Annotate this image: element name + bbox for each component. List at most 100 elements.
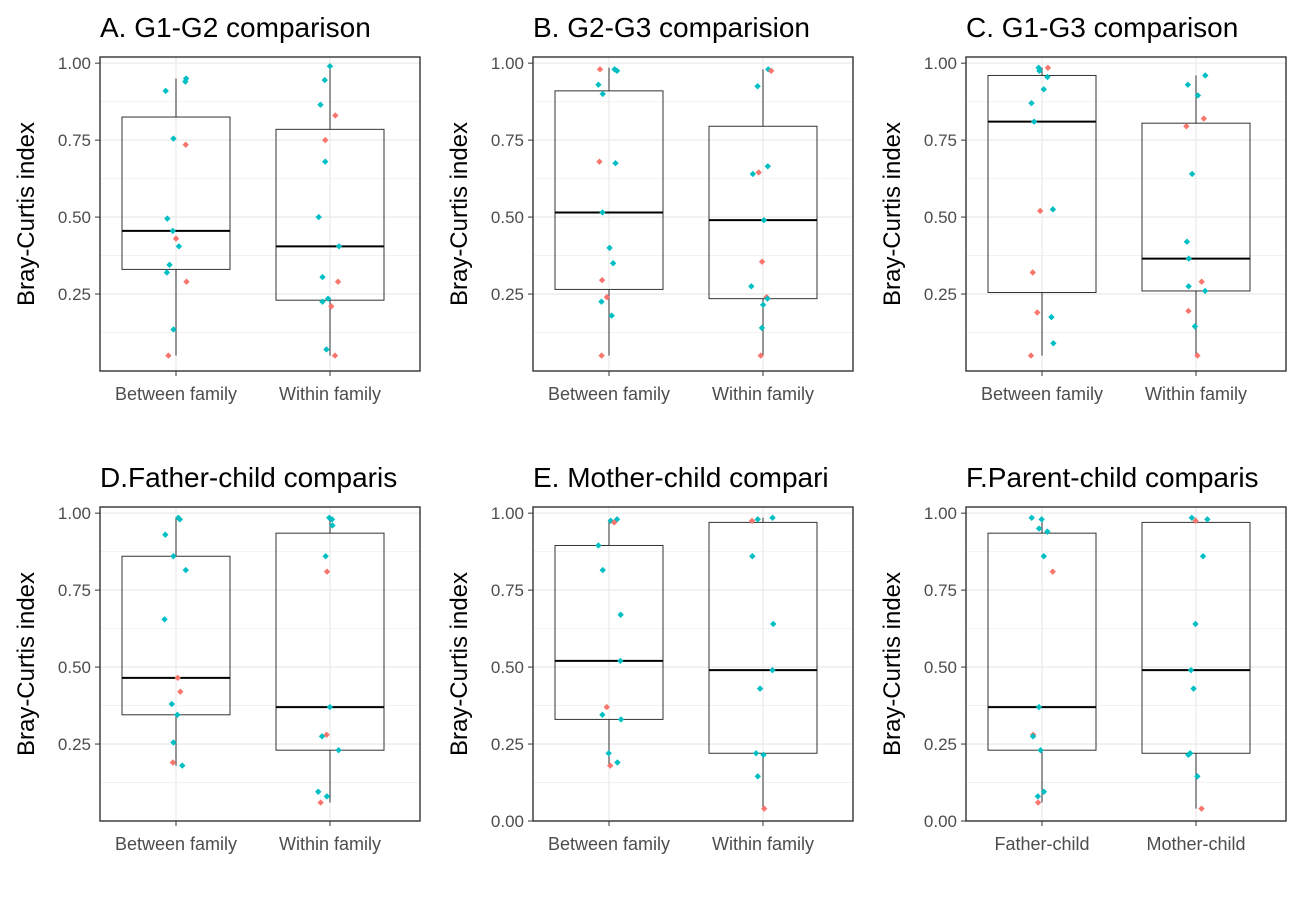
panel-b: 0.25 0.50 0.75 1.00 Between family Within fam… [446,12,854,404]
y-tick-label: 0.25 [58,285,91,304]
x-category-label: Within family [1145,384,1247,404]
panel-title: D.Father-child comparis [100,462,397,493]
data-point [1029,733,1037,740]
box-iqr [121,116,231,270]
data-point [770,620,777,628]
y-tick-label: 1.00 [924,504,957,523]
data-point [1187,666,1195,674]
y-tick-label: 1.00 [58,54,91,73]
y-tick-label: 0.00 [924,812,957,831]
panel-title: E. Mother-child compari [533,462,829,493]
data-point [764,163,771,170]
data-point [164,215,171,222]
data-point [610,519,618,526]
data-point [163,269,171,276]
data-point [1194,352,1201,359]
data-point [609,260,617,267]
data-point [174,674,181,682]
data-point [1198,278,1205,285]
data-point [172,235,180,242]
data-point [1185,751,1192,759]
panel-d: 0.25 0.50 0.75 1.00 Between family Within fam… [13,462,421,854]
data-point [596,158,603,165]
data-point [319,273,326,281]
data-point [1184,81,1192,88]
data-point [315,213,322,221]
data-point [598,352,605,359]
data-point [334,278,342,285]
y-tick-label: 0.75 [58,581,91,600]
data-point [606,762,614,769]
data-point [324,295,332,302]
y-axis-label: Bray-Curtis index [13,122,40,306]
plot-border [532,56,854,372]
data-point [182,141,189,148]
y-axis-label: Bray-Curtis index [879,122,906,306]
data-point [1190,685,1197,692]
data-point [161,616,168,623]
data-point [1034,793,1042,800]
data-point [182,75,190,82]
data-point [317,101,324,108]
plot-border [965,56,1287,372]
y-tick-label: 0.50 [58,658,91,677]
data-point [599,209,606,216]
y-tick-label: 0.75 [491,581,524,600]
y-tick-label: 0.75 [924,581,957,600]
y-tick-label: 1.00 [58,504,91,523]
box-iqr [708,125,818,300]
x-category-label: Within family [712,834,814,854]
data-point [1027,352,1035,359]
data-point [1040,86,1047,93]
panel-title: A. G1-G2 comparison [100,12,371,43]
data-point [168,700,175,708]
data-point [326,63,334,70]
data-point [756,685,764,692]
data-point [169,759,177,766]
data-point [754,83,761,90]
y-tick-label: 0.25 [58,735,91,754]
data-point [1034,309,1041,316]
data-point [754,516,761,523]
data-point [317,799,324,806]
data-point [608,312,615,319]
data-point [1028,99,1035,107]
data-point [1040,788,1048,795]
data-point [1194,92,1202,99]
data-point [599,566,606,574]
data-point [183,278,190,285]
x-category-label: Between family [548,384,670,404]
data-point [326,703,334,711]
data-point [328,516,336,523]
box-iqr [275,128,385,301]
y-tick-label: 0.25 [924,285,957,304]
plot-border [99,56,421,372]
data-point [603,293,611,301]
data-point [769,514,776,521]
data-point [595,542,602,549]
y-axis-label: Bray-Curtis index [446,572,473,756]
data-point [1037,746,1044,754]
data-point [1036,207,1044,215]
data-point [1200,115,1207,122]
data-point [595,81,602,88]
data-point [605,750,612,757]
data-point [758,258,766,265]
data-point [323,793,331,800]
plot-background [533,507,853,821]
data-point [764,295,771,302]
data-point [1049,206,1057,213]
data-point [1044,64,1052,71]
data-point [335,243,343,250]
plot-background [100,57,420,371]
data-point [767,67,775,75]
plot-border [99,506,421,822]
data-point [1204,516,1211,523]
data-point [1188,170,1196,178]
data-point [177,688,184,695]
data-point [758,324,766,332]
data-point [175,243,183,250]
y-tick-label: 1.00 [491,504,524,523]
data-point [1188,514,1196,521]
